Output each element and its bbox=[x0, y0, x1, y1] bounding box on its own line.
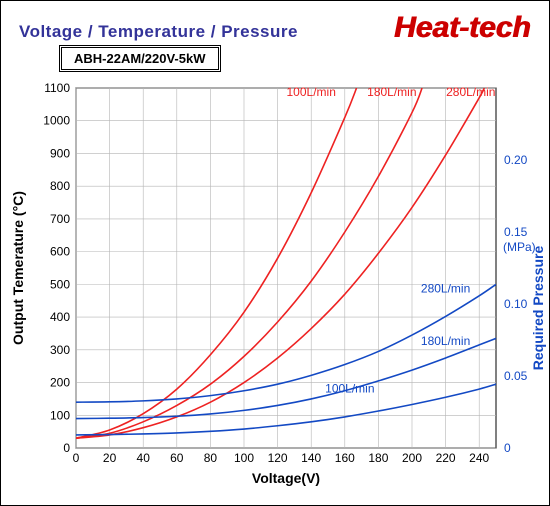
y-right-tick-label: 0.05 bbox=[504, 369, 528, 383]
x-tick-label: 40 bbox=[137, 451, 151, 465]
y-left-tick-label: 900 bbox=[50, 146, 70, 160]
x-tick-label: 60 bbox=[170, 451, 184, 465]
y-left-tick-label: 400 bbox=[50, 310, 70, 324]
x-tick-label: 80 bbox=[204, 451, 218, 465]
y-right-tick-label: 0 bbox=[504, 441, 511, 455]
y-left-tick-label: 1100 bbox=[44, 81, 70, 95]
y-left-tick-label: 800 bbox=[50, 179, 70, 193]
x-tick-label: 220 bbox=[436, 451, 456, 465]
y-left-tick-label: 600 bbox=[50, 245, 70, 259]
chart-frame: Voltage / Temperature / Pressure Heat-te… bbox=[0, 0, 550, 506]
brand-logo: Heat-tech bbox=[394, 11, 531, 45]
x-tick-label: 120 bbox=[268, 451, 288, 465]
plot-border bbox=[76, 88, 496, 448]
pressure-series-label: 100L/min bbox=[325, 381, 374, 395]
y-right-tick-label: 0.15 bbox=[504, 225, 528, 239]
x-tick-label: 0 bbox=[73, 451, 80, 465]
y-right-axis-unit: (MPa) bbox=[503, 240, 536, 254]
y-right-tick-label: 0.10 bbox=[504, 297, 528, 311]
y-right-axis-title: Required Pressure bbox=[530, 246, 546, 371]
model-label: ABH-22AM/220V-5kW bbox=[59, 45, 221, 72]
x-tick-label: 140 bbox=[301, 451, 321, 465]
x-tick-label: 200 bbox=[402, 451, 422, 465]
y-left-tick-label: 100 bbox=[50, 408, 70, 422]
y-right-tick-label: 0.20 bbox=[504, 153, 528, 167]
vtp-chart: 100L/min 180L/min 280L/min 280L/min 180L/min… bbox=[1, 73, 550, 503]
y-left-axis-title: Output Temerature (°C) bbox=[10, 191, 26, 345]
x-tick-label: 160 bbox=[335, 451, 355, 465]
y-left-tick-label: 700 bbox=[50, 212, 70, 226]
temp-series-label: 280L/min bbox=[446, 85, 495, 99]
temp-series-label: 100L/min bbox=[287, 85, 336, 99]
y-left-tick-label: 300 bbox=[50, 343, 70, 357]
y-left-axis-ticks: 0 100 200 300 400 500 600 700 800 900 1000 1100 bbox=[43, 81, 70, 455]
y-right-axis-ticks: 0 0.05 0.10 0.15 0.20 bbox=[504, 153, 528, 455]
x-tick-label: 20 bbox=[103, 451, 117, 465]
x-axis-ticks: 0 20 40 60 80 100 120 140 160 180 200 220 240 bbox=[73, 451, 490, 465]
x-tick-label: 240 bbox=[469, 451, 489, 465]
temp-series-label: 180L/min bbox=[367, 85, 416, 99]
x-tick-label: 180 bbox=[368, 451, 388, 465]
y-left-tick-label: 1000 bbox=[43, 114, 70, 128]
title-row: Voltage / Temperature / Pressure Heat-te… bbox=[19, 11, 531, 45]
y-left-tick-label: 200 bbox=[50, 376, 70, 390]
y-left-tick-label: 0 bbox=[63, 441, 70, 455]
x-tick-label: 100 bbox=[234, 451, 254, 465]
pressure-series-label: 180L/min bbox=[421, 334, 470, 348]
y-left-tick-label: 500 bbox=[50, 277, 70, 291]
pressure-series-label: 280L/min bbox=[421, 282, 470, 296]
page-title: Voltage / Temperature / Pressure bbox=[19, 22, 298, 42]
x-axis-title: Voltage(V) bbox=[252, 470, 320, 486]
